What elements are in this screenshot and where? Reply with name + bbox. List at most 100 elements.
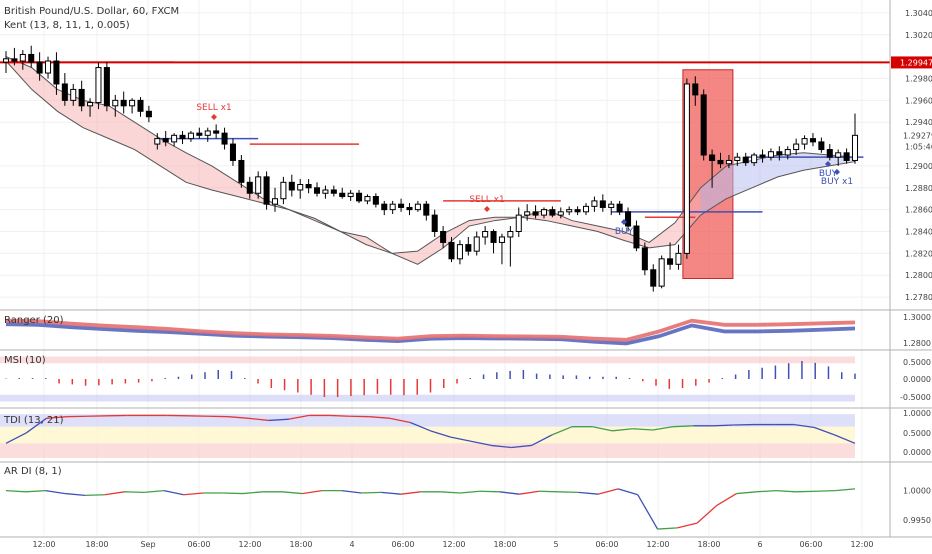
ardi-line-segment <box>401 492 421 494</box>
sell-marker-2-diamond <box>484 206 490 212</box>
time-tick-label: 18:00 <box>493 540 516 549</box>
price-tick-label: 1.30200 <box>905 31 932 40</box>
ardi-line-segment <box>519 491 539 494</box>
candle-body <box>138 100 143 111</box>
ardi-line-segment <box>243 492 263 494</box>
price-tick-label: 1.29400 <box>905 118 932 127</box>
candle-body <box>516 215 521 231</box>
candle <box>617 201 622 215</box>
candle <box>96 62 101 109</box>
candle-body <box>609 204 614 207</box>
candle-body <box>852 135 857 160</box>
candle-body <box>340 193 345 196</box>
ardi-line-segment <box>105 492 125 495</box>
candle <box>365 194 370 204</box>
candle-body <box>844 153 849 161</box>
candle-body <box>794 144 799 149</box>
candle-body <box>533 212 538 215</box>
time-tick-label: 18:00 <box>697 540 720 549</box>
ranger-tick: 1.2800 <box>903 339 931 348</box>
candle <box>466 237 471 256</box>
candle-body <box>592 201 597 206</box>
candle <box>390 201 395 214</box>
candle-body <box>289 182 294 190</box>
kent-band-segment <box>443 221 469 248</box>
candle-body <box>483 232 488 237</box>
sell-marker-1-label: SELL x1 <box>196 103 231 113</box>
ardi-line-segment <box>26 491 46 492</box>
tdi-line-segment <box>714 425 734 426</box>
candle <box>676 245 681 270</box>
candle <box>306 179 311 193</box>
candle <box>483 226 488 245</box>
ardi-line-segment <box>618 489 638 495</box>
candle-body <box>256 177 261 193</box>
candle-body <box>617 204 622 212</box>
msi-tick: -0.5000 <box>900 393 931 402</box>
candle-body <box>197 133 202 135</box>
candle-body <box>46 61 51 73</box>
buy-marker-3-label: BUY x1 <box>821 177 853 187</box>
candle-body <box>810 139 815 142</box>
tdi-line-segment <box>673 426 693 427</box>
candle-body <box>12 59 17 61</box>
candle-body <box>676 253 681 264</box>
ardi-line-segment <box>598 489 618 494</box>
ardi-line-segment <box>539 491 559 492</box>
ardi-line-segment <box>302 491 322 494</box>
candle-body <box>54 61 59 84</box>
candle <box>651 264 656 291</box>
candle <box>609 201 614 215</box>
ardi-line-segment <box>816 491 836 492</box>
candle <box>575 206 580 215</box>
time-tick-label: 06:00 <box>799 540 822 549</box>
candle-body <box>693 84 698 95</box>
candle-body <box>441 232 446 243</box>
candle <box>314 182 319 196</box>
candle-body <box>357 193 362 201</box>
candle <box>281 177 286 204</box>
candle <box>491 229 496 253</box>
ardi-tick: 1.0000 <box>903 487 931 496</box>
candle-body <box>583 206 588 211</box>
ardi-line-segment <box>223 493 243 494</box>
ardi-tick: 0.9950 <box>903 516 931 525</box>
candle <box>474 232 479 256</box>
ardi-line-segment <box>480 491 500 492</box>
candle <box>146 106 151 122</box>
candle-body <box>155 139 160 144</box>
candle <box>239 155 244 188</box>
candle-body <box>626 212 631 226</box>
ardi-line-segment <box>440 492 460 493</box>
ardi-title: AR DI (8, 1) <box>4 466 62 477</box>
candle-body <box>272 199 277 204</box>
ardi-line-segment <box>776 491 796 492</box>
candle-body <box>239 160 244 182</box>
ardi-line-segment <box>737 492 757 494</box>
candle <box>373 193 378 207</box>
ardi-line-segment <box>45 491 65 494</box>
candle-body <box>567 210 572 212</box>
ardi-panel[interactable]: 1.0000 0.9950 <box>6 487 931 529</box>
candle-body <box>600 201 605 208</box>
ardi-line-segment <box>6 491 26 492</box>
time-tick-label: 12:00 <box>850 540 873 549</box>
candle <box>331 186 336 197</box>
tdi-tick: 1.0000 <box>903 409 931 418</box>
candle-body <box>668 259 673 264</box>
candle-body <box>424 204 429 215</box>
candle-body <box>760 155 765 157</box>
ardi-line-segment <box>184 493 204 495</box>
ardi-line-segment <box>638 495 658 529</box>
msi-title: MSI (10) <box>4 355 46 366</box>
candle <box>29 46 34 68</box>
price-tick-label: 1.29600 <box>905 96 932 105</box>
candle-body <box>3 59 8 62</box>
candle-body <box>373 197 378 205</box>
ardi-line-segment <box>164 491 184 495</box>
